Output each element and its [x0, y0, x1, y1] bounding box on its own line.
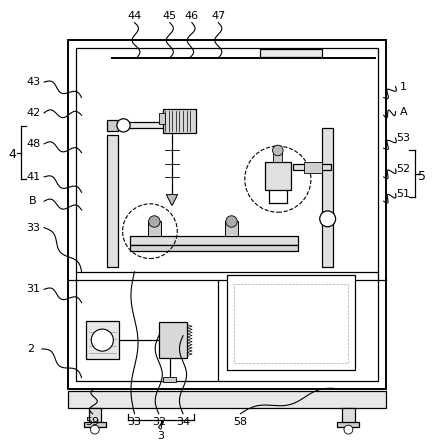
Bar [163, 109, 196, 133]
Circle shape [226, 216, 237, 227]
Circle shape [273, 145, 283, 156]
Text: 34: 34 [176, 417, 190, 427]
Circle shape [91, 329, 113, 351]
Bar [76, 48, 378, 381]
Bar [322, 128, 333, 268]
Circle shape [117, 119, 130, 132]
Circle shape [90, 425, 99, 434]
Circle shape [320, 211, 336, 227]
Text: 33: 33 [26, 223, 40, 233]
Circle shape [344, 425, 353, 434]
Bar [107, 120, 118, 131]
Bar [68, 40, 386, 389]
Text: 4: 4 [8, 148, 16, 161]
Text: 5: 5 [419, 171, 426, 183]
Text: 53: 53 [396, 133, 411, 143]
Text: 48: 48 [26, 139, 40, 149]
Text: 32: 32 [152, 417, 166, 427]
Bar [227, 275, 355, 369]
Bar [123, 122, 190, 128]
Bar [130, 245, 298, 251]
Text: 42: 42 [26, 108, 40, 118]
Bar [148, 222, 161, 236]
Text: 1: 1 [400, 82, 407, 92]
Text: 44: 44 [127, 11, 142, 21]
Text: B: B [29, 196, 37, 206]
Text: 31: 31 [26, 284, 40, 295]
Text: 45: 45 [163, 11, 177, 21]
Bar [84, 422, 106, 427]
Text: 33: 33 [127, 417, 142, 427]
Bar [273, 151, 282, 162]
Bar [107, 135, 118, 268]
Polygon shape [166, 194, 178, 206]
Bar [163, 377, 176, 382]
Bar [293, 164, 331, 170]
Bar [130, 236, 298, 245]
Bar [159, 323, 187, 358]
Bar [225, 222, 238, 236]
Text: 58: 58 [233, 417, 247, 427]
Bar [337, 422, 359, 427]
Bar [265, 162, 291, 190]
Text: 43: 43 [26, 77, 40, 87]
Text: 47: 47 [211, 11, 225, 21]
Text: 41: 41 [26, 172, 40, 182]
Bar [89, 408, 101, 424]
Text: 2: 2 [27, 344, 34, 354]
Text: A: A [400, 107, 407, 117]
Circle shape [149, 216, 160, 227]
Text: 52: 52 [396, 164, 411, 174]
Text: 51: 51 [396, 189, 411, 199]
Bar [342, 408, 355, 424]
Bar [304, 162, 322, 172]
Bar [68, 391, 386, 408]
Text: 3: 3 [157, 431, 164, 441]
Bar [234, 284, 348, 363]
Bar [86, 321, 119, 359]
Bar [260, 49, 322, 57]
Text: 46: 46 [185, 11, 199, 21]
Bar [159, 113, 165, 124]
Text: 59: 59 [86, 417, 100, 427]
